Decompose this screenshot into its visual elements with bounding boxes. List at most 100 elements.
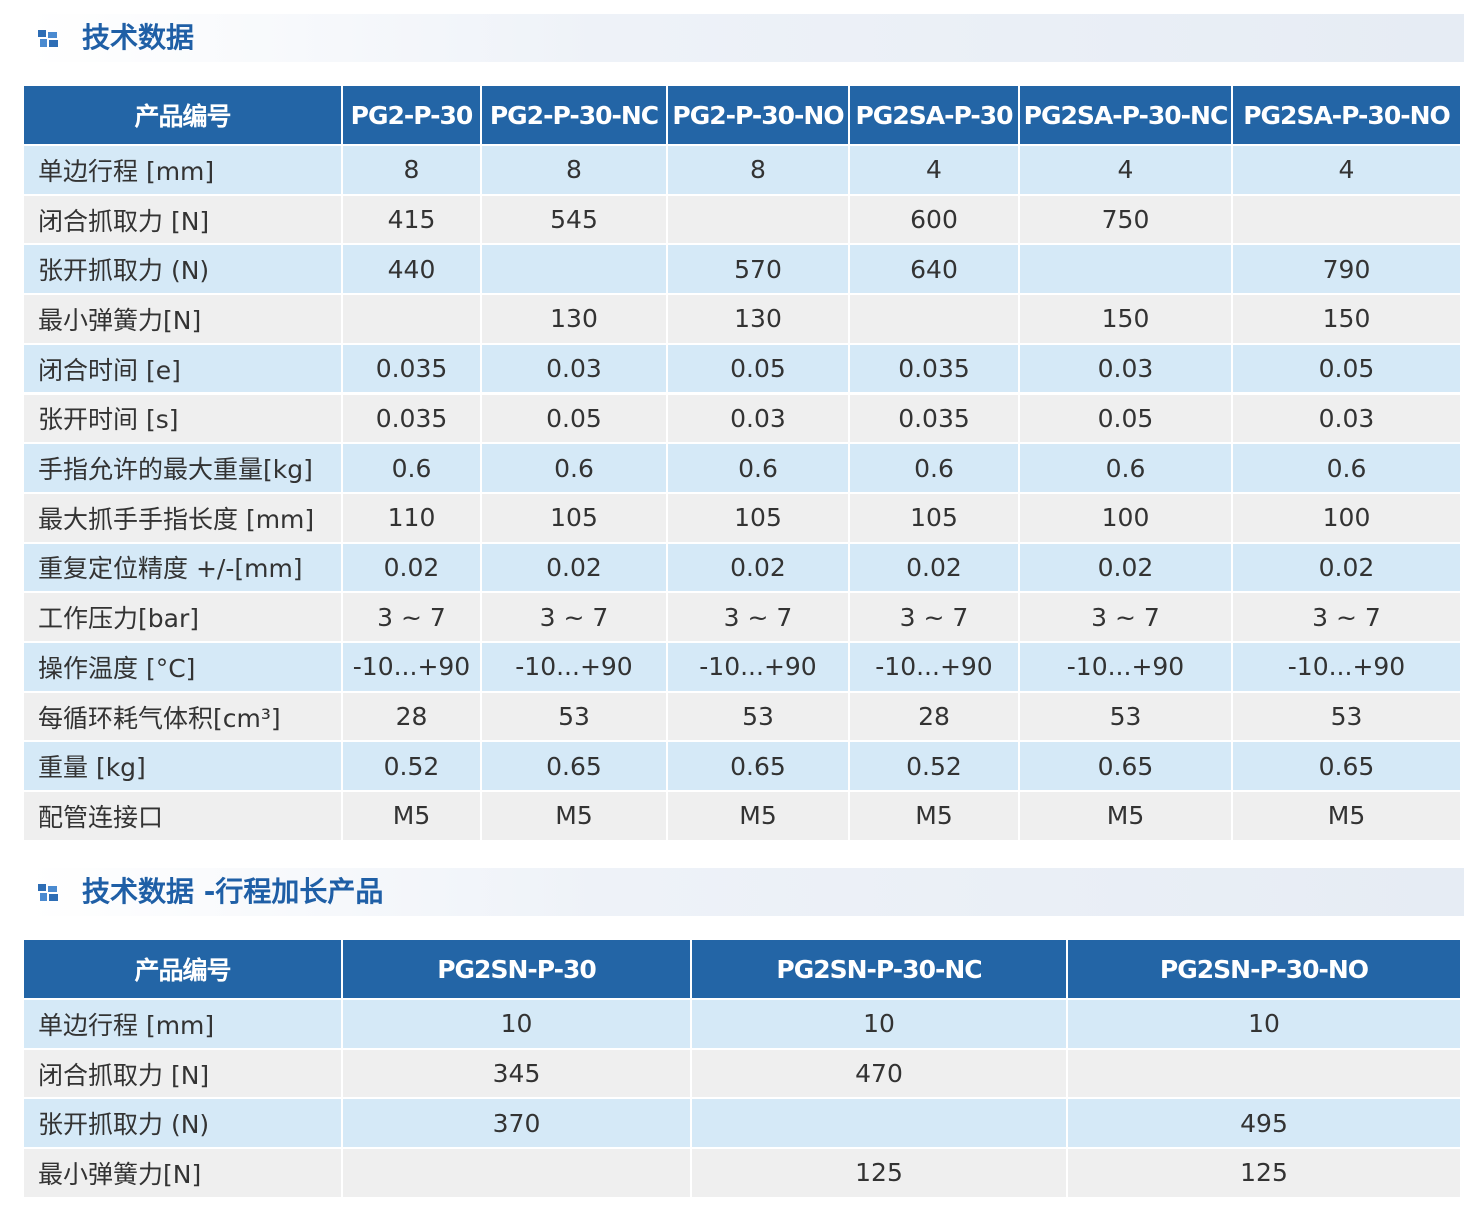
table-cell: -10...+90 xyxy=(1020,643,1231,691)
header-cell: PG2SN-P-30 xyxy=(343,940,690,998)
table-cell: 440 xyxy=(343,245,480,294)
section-title-bar: 技术数据 -行程加长产品 xyxy=(28,868,1464,916)
header-cell: PG2SN-P-30-NO xyxy=(1068,940,1460,998)
table-cell: 100 xyxy=(1233,493,1460,542)
header-cell: PG2-P-30 xyxy=(343,86,480,144)
table-cell: 105 xyxy=(668,493,848,542)
table-cell: 370 xyxy=(343,1099,690,1148)
table-cell xyxy=(850,295,1018,343)
table-cell: 345 xyxy=(343,1049,690,1098)
table-cell: 0.05 xyxy=(482,394,666,443)
table-cell: 790 xyxy=(1233,245,1460,294)
table-cell: 3 ~ 7 xyxy=(850,593,1018,641)
table-cell xyxy=(343,1149,690,1197)
table-cell: 8 xyxy=(668,146,848,194)
table-cell: 415 xyxy=(343,195,480,244)
table-cell: M5 xyxy=(1020,792,1231,840)
table-cell: 3 ~ 7 xyxy=(1020,593,1231,641)
table-cell: 0.035 xyxy=(343,394,480,443)
table-cell: 0.02 xyxy=(668,543,848,592)
table-cell xyxy=(1233,195,1460,244)
row-label: 张开抓取力 (N) xyxy=(24,245,341,294)
header-cell: PG2SA-P-30 xyxy=(850,86,1018,144)
table-cell: 3 ~ 7 xyxy=(343,593,480,641)
row-label: 闭合抓取力 [N] xyxy=(24,195,341,244)
row-label: 最大抓手手指长度 [mm] xyxy=(24,493,341,542)
table-cell: 10 xyxy=(692,1000,1066,1048)
table-cell: 4 xyxy=(850,146,1018,194)
table-cell: 125 xyxy=(1068,1149,1460,1197)
table-cell: 0.6 xyxy=(1020,444,1231,492)
table-cell: 0.05 xyxy=(1020,394,1231,443)
table-cell: 0.6 xyxy=(343,444,480,492)
table-cell: 0.02 xyxy=(1020,543,1231,592)
table-cell: 0.52 xyxy=(850,742,1018,791)
table-cell: 130 xyxy=(668,295,848,343)
table-cell: 0.6 xyxy=(850,444,1018,492)
table-cell: M5 xyxy=(1233,792,1460,840)
table-cell: 0.02 xyxy=(343,543,480,592)
row-label: 最小弹簧力[N] xyxy=(24,295,341,343)
header-cell: PG2SN-P-30-NC xyxy=(692,940,1066,998)
table-cell: -10...+90 xyxy=(343,643,480,691)
table-cell: 53 xyxy=(482,692,666,741)
table-cell: -10...+90 xyxy=(850,643,1018,691)
row-label: 张开抓取力 (N) xyxy=(24,1099,341,1148)
table-cell: -10...+90 xyxy=(1233,643,1460,691)
table-cell: 10 xyxy=(343,1000,690,1048)
table-cell: 10 xyxy=(1068,1000,1460,1048)
table-cell xyxy=(692,1099,1066,1148)
table-cell: 640 xyxy=(850,245,1018,294)
row-label: 配管连接口 xyxy=(24,792,341,840)
table-cell: -10...+90 xyxy=(482,643,666,691)
table-cell: 0.52 xyxy=(343,742,480,791)
table-cell: 0.6 xyxy=(482,444,666,492)
table-cell: 3 ~ 7 xyxy=(1233,593,1460,641)
row-label: 闭合时间 [e] xyxy=(24,344,341,393)
row-label: 工作压力[bar] xyxy=(24,593,341,641)
section-icon xyxy=(38,884,58,901)
table-cell: 150 xyxy=(1233,295,1460,343)
table-cell xyxy=(343,295,480,343)
header-cell: PG2SA-P-30-NO xyxy=(1233,86,1460,144)
table-cell: 0.03 xyxy=(668,394,848,443)
table-cell: 545 xyxy=(482,195,666,244)
table-cell: 150 xyxy=(1020,295,1231,343)
table-cell: 0.65 xyxy=(668,742,848,791)
table-cell: 470 xyxy=(692,1049,1066,1098)
section-icon xyxy=(38,30,58,47)
table-cell: 0.03 xyxy=(1020,344,1231,393)
table-cell: M5 xyxy=(343,792,480,840)
row-label: 手指允许的最大重量[kg] xyxy=(24,444,341,492)
table-cell: 0.6 xyxy=(1233,444,1460,492)
table-cell: 0.65 xyxy=(1020,742,1231,791)
section-title-bar: 技术数据 xyxy=(28,14,1464,62)
table-cell xyxy=(1068,1049,1460,1098)
table-cell: -10...+90 xyxy=(668,643,848,691)
header-cell: 产品编号 xyxy=(24,940,341,998)
table-cell: 0.03 xyxy=(482,344,666,393)
table-cell: 105 xyxy=(482,493,666,542)
table-cell: M5 xyxy=(850,792,1018,840)
table-cell: 495 xyxy=(1068,1099,1460,1148)
table-cell: 130 xyxy=(482,295,666,343)
table-cell: 8 xyxy=(343,146,480,194)
section-title: 技术数据 xyxy=(82,21,195,54)
table-cell: 4 xyxy=(1020,146,1231,194)
table-cell: 100 xyxy=(1020,493,1231,542)
table-cell xyxy=(1020,245,1231,294)
table-cell xyxy=(668,195,848,244)
table-cell: 0.035 xyxy=(850,344,1018,393)
table-cell: 3 ~ 7 xyxy=(482,593,666,641)
table-cell: 0.6 xyxy=(668,444,848,492)
row-label: 单边行程 [mm] xyxy=(24,1000,341,1048)
header-cell: 产品编号 xyxy=(24,86,341,144)
row-label: 单边行程 [mm] xyxy=(24,146,341,194)
table-cell: 28 xyxy=(343,692,480,741)
row-label: 重量 [kg] xyxy=(24,742,341,791)
row-label: 操作温度 [°C] xyxy=(24,643,341,691)
row-label: 每循环耗气体积[cm³] xyxy=(24,692,341,741)
table-cell: 4 xyxy=(1233,146,1460,194)
header-cell: PG2-P-30-NC xyxy=(482,86,666,144)
table-cell: M5 xyxy=(482,792,666,840)
